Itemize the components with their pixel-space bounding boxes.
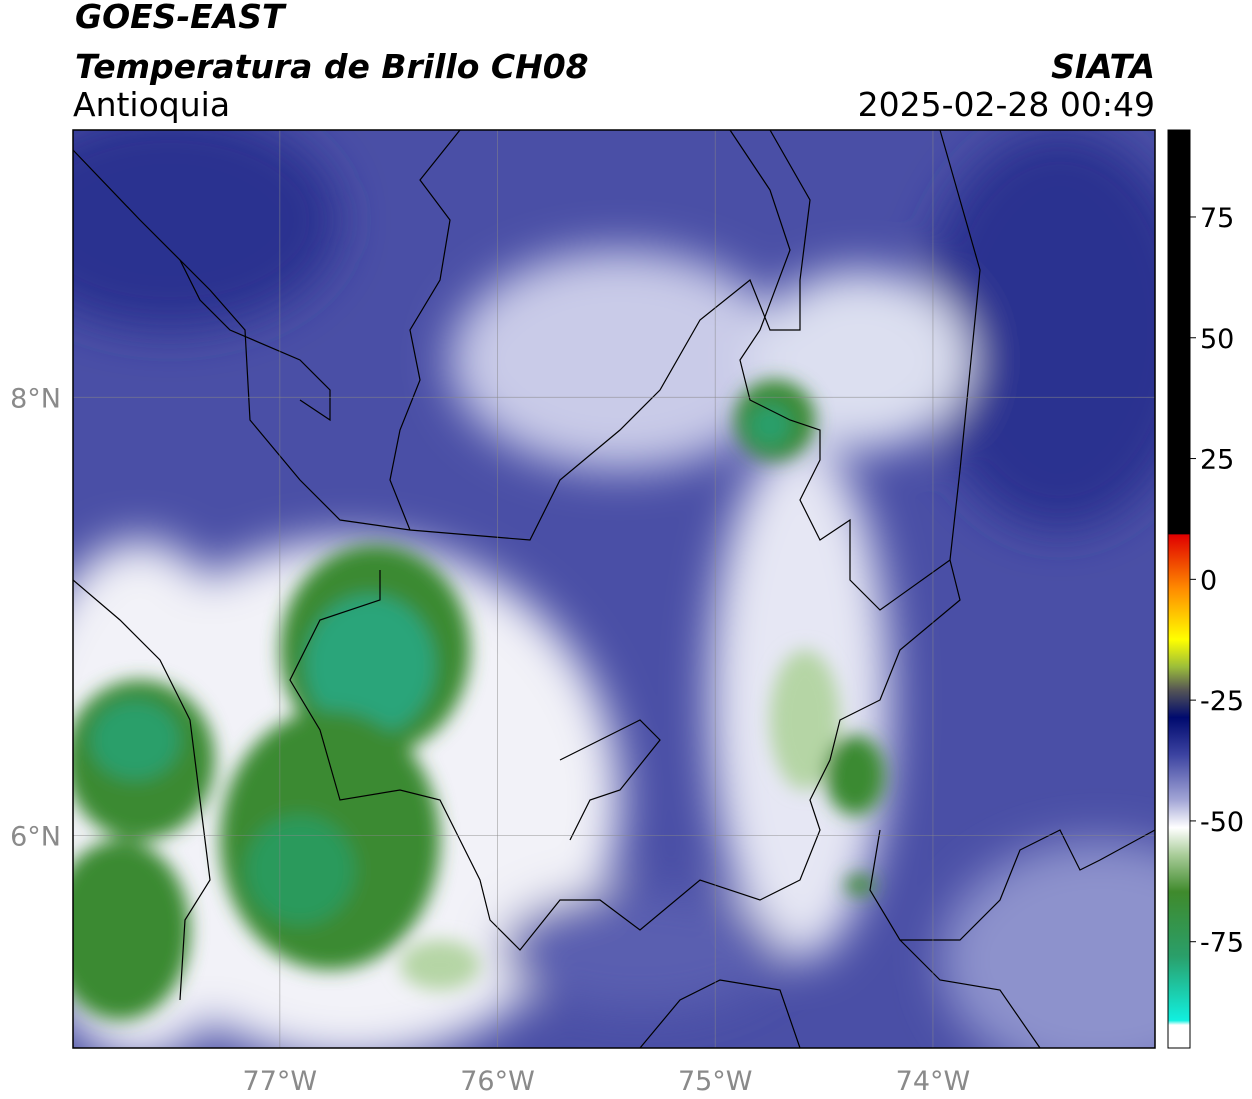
lon-tick-label: 77°W	[243, 1066, 318, 1097]
lat-tick-label: 6°N	[10, 821, 61, 852]
political-borders	[73, 130, 1155, 1048]
colorbar-tick-label: 75	[1200, 203, 1234, 234]
colorbar-tick-label: -50	[1200, 807, 1244, 838]
colorbar-tick-label: 50	[1200, 324, 1234, 355]
colorbar-tick-label: -75	[1200, 928, 1244, 959]
colorbar-tick-label: 0	[1200, 565, 1217, 596]
colorbar-tick-label: -25	[1200, 686, 1244, 717]
lon-tick-label: 75°W	[678, 1066, 753, 1097]
map-frame	[72, 129, 1156, 1049]
source-title: GOES-EAST	[75, 0, 287, 36]
timestamp: 2025-02-28 00:49	[858, 85, 1155, 124]
lat-tick-label: 8°N	[10, 383, 61, 414]
agency: SIATA	[1051, 47, 1155, 86]
colorbar-tick-label: 25	[1200, 445, 1234, 476]
colorbar	[1167, 129, 1191, 1049]
graticule	[73, 130, 1155, 1048]
satellite-image	[73, 130, 1155, 1048]
lon-tick-label: 76°W	[460, 1066, 535, 1097]
product-title: Temperatura de Brillo CH08	[75, 47, 589, 86]
lon-tick-label: 74°W	[896, 1066, 971, 1097]
region: Antioquia	[73, 85, 230, 124]
